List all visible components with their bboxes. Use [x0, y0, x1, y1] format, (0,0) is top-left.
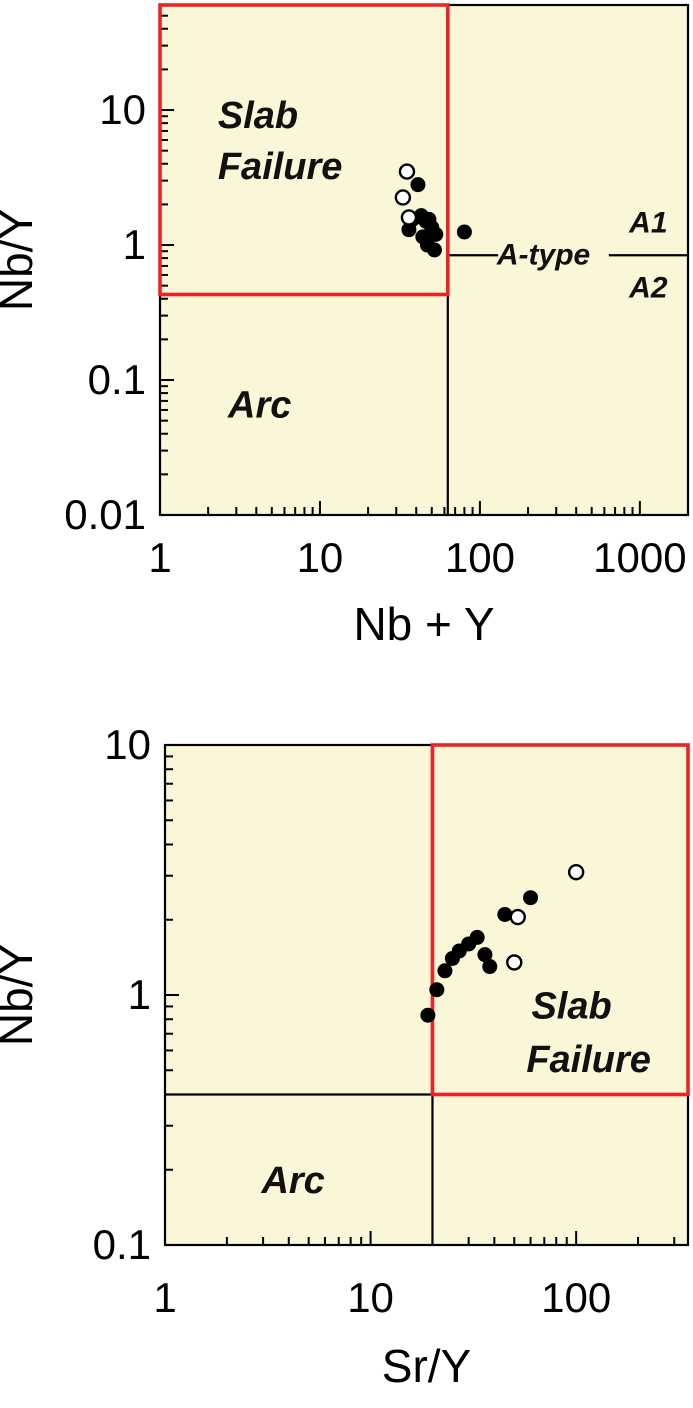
- data-point-open: [398, 163, 416, 180]
- plot-area: [165, 745, 688, 1245]
- series-open-circles: [506, 863, 585, 971]
- field-label: A-type: [496, 239, 590, 272]
- data-point-filled: [523, 890, 539, 906]
- y-tick-label: 0.01: [64, 491, 146, 538]
- slab-failure-boundary: [158, 3, 450, 297]
- y-axis-title: Nb/Y: [0, 209, 42, 311]
- data-point-filled: [429, 982, 445, 998]
- x-tick-label: 10: [297, 534, 344, 581]
- data-point-filled: [420, 1007, 436, 1023]
- x-tick-label: 1000: [593, 534, 686, 581]
- data-point-filled: [426, 242, 442, 258]
- y-axis-title: Nb/Y: [0, 944, 42, 1046]
- plot-area: [160, 5, 688, 515]
- field-label: Arc: [227, 384, 291, 426]
- data-point-filled: [437, 963, 453, 979]
- x-tick-label: 100: [445, 534, 515, 581]
- field-label: Slab: [531, 985, 611, 1027]
- series-filled-circles: [401, 177, 472, 258]
- data-point-open: [509, 908, 526, 926]
- x-tick-label: 10: [347, 1274, 394, 1321]
- data-point-filled: [428, 226, 444, 242]
- data-point-filled: [410, 177, 426, 193]
- y-tick-label: 10: [104, 721, 151, 768]
- x-tick-label: 1: [153, 1274, 176, 1321]
- data-point-open: [567, 863, 585, 881]
- y-tick-label: 0.1: [88, 356, 146, 403]
- field-label: Arc: [260, 1160, 324, 1202]
- data-point-filled: [456, 224, 472, 240]
- x-tick-label: 1: [148, 534, 171, 581]
- axis-ticks: [164, 744, 676, 1246]
- series-filled-circles: [420, 890, 539, 1023]
- data-point-open: [394, 189, 412, 206]
- data-point-open: [400, 209, 418, 226]
- x-axis-title: Sr/Y: [382, 1340, 471, 1392]
- field-label: A1: [628, 207, 667, 240]
- y-tick-label: 10: [99, 86, 146, 133]
- y-tick-label: 1: [123, 221, 146, 268]
- field-label: Failure: [526, 1039, 651, 1081]
- x-axis-title: Nb + Y: [353, 598, 494, 650]
- y-tick-label: 1: [128, 971, 151, 1018]
- x-tick-label: 100: [541, 1274, 611, 1321]
- data-point-filled: [497, 906, 513, 922]
- data-point-filled: [482, 959, 498, 975]
- slab-failure-boundary: [430, 743, 690, 1097]
- field-label: Failure: [218, 146, 343, 188]
- series-open-circles: [394, 163, 418, 226]
- y-tick-label: 0.1: [93, 1221, 151, 1268]
- chart-1: Slab Failure Arc A-type A1 A2 1 10 100 1000 0.01 0.…: [0, 3, 690, 650]
- field-label: Slab: [218, 95, 298, 137]
- field-label: A2: [628, 272, 668, 305]
- data-point-open: [506, 954, 523, 971]
- data-point-filled: [469, 929, 485, 945]
